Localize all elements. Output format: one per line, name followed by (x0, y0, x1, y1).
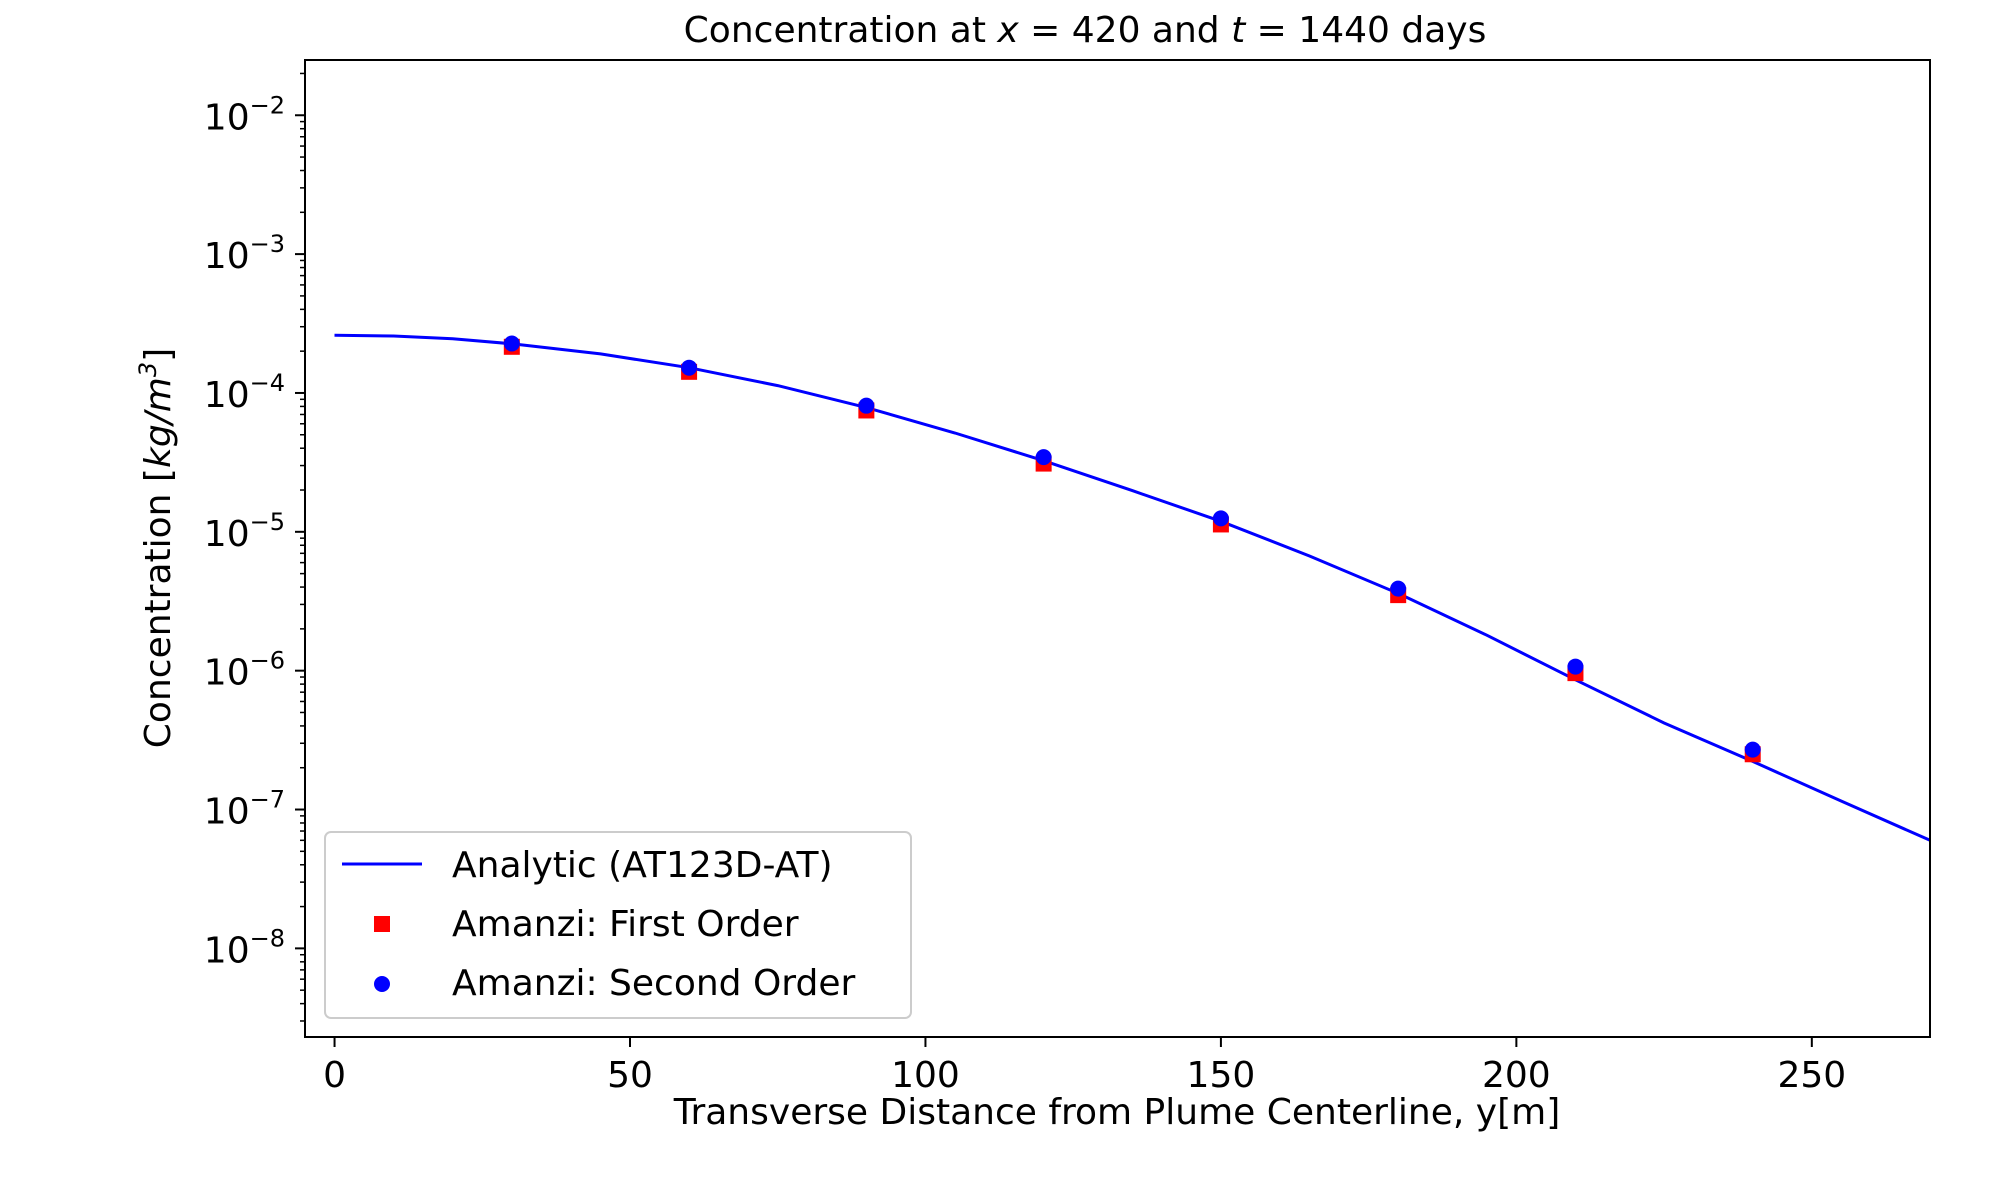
y-tick-label: 10−2 (204, 91, 285, 138)
second-order-point (681, 359, 698, 376)
y-tick-label: 10−4 (204, 369, 285, 416)
y-axis-ticks: 10−2 10−3 10−4 10−5 10−6 10−7 10−8 (204, 91, 305, 971)
second-order-point (1035, 449, 1052, 466)
legend-circle-swatch (374, 976, 390, 992)
x-axis-ticks: 0 50 100 150 200 250 (323, 1037, 1846, 1096)
analytic-series-line (334, 333, 1931, 842)
x-tick-label: 100 (891, 1055, 960, 1096)
y-axis-label: Concentration [kg/m3] (134, 348, 179, 748)
second-order-point (1744, 741, 1761, 758)
y-tick-label: 10−5 (204, 508, 285, 555)
second-order-point (503, 335, 520, 352)
plot-area (334, 333, 1931, 842)
y-tick-label: 10−7 (204, 786, 285, 833)
legend-label-first-order: Amanzi: First Order (452, 904, 799, 945)
x-tick-label: 0 (323, 1055, 346, 1096)
x-tick-label: 50 (607, 1055, 653, 1096)
legend: Analytic (AT123D-AT) Amanzi: First Order… (324, 831, 912, 1019)
second-order-point (1567, 658, 1584, 675)
second-order-point (1390, 580, 1407, 597)
legend-label-second-order: Amanzi: Second Order (452, 963, 855, 1004)
legend-square-swatch (374, 916, 390, 932)
legend-label-analytic: Analytic (AT123D-AT) (452, 845, 833, 886)
y-tick-label: 10−3 (204, 230, 285, 277)
y-tick-label: 10−8 (204, 924, 285, 971)
x-axis-label: Transverse Distance from Plume Centerlin… (673, 1092, 1560, 1133)
plot-frame (304, 59, 1931, 1038)
second-order-point (858, 397, 875, 414)
x-tick-label: 250 (1777, 1055, 1846, 1096)
y-tick-label: 10−6 (204, 647, 285, 694)
x-tick-label: 200 (1482, 1055, 1551, 1096)
chart-title: Concentration at x = 420 and t = 1440 da… (684, 10, 1487, 51)
x-tick-label: 150 (1187, 1055, 1256, 1096)
legend-box (324, 831, 912, 1019)
second-order-point (1212, 510, 1229, 527)
